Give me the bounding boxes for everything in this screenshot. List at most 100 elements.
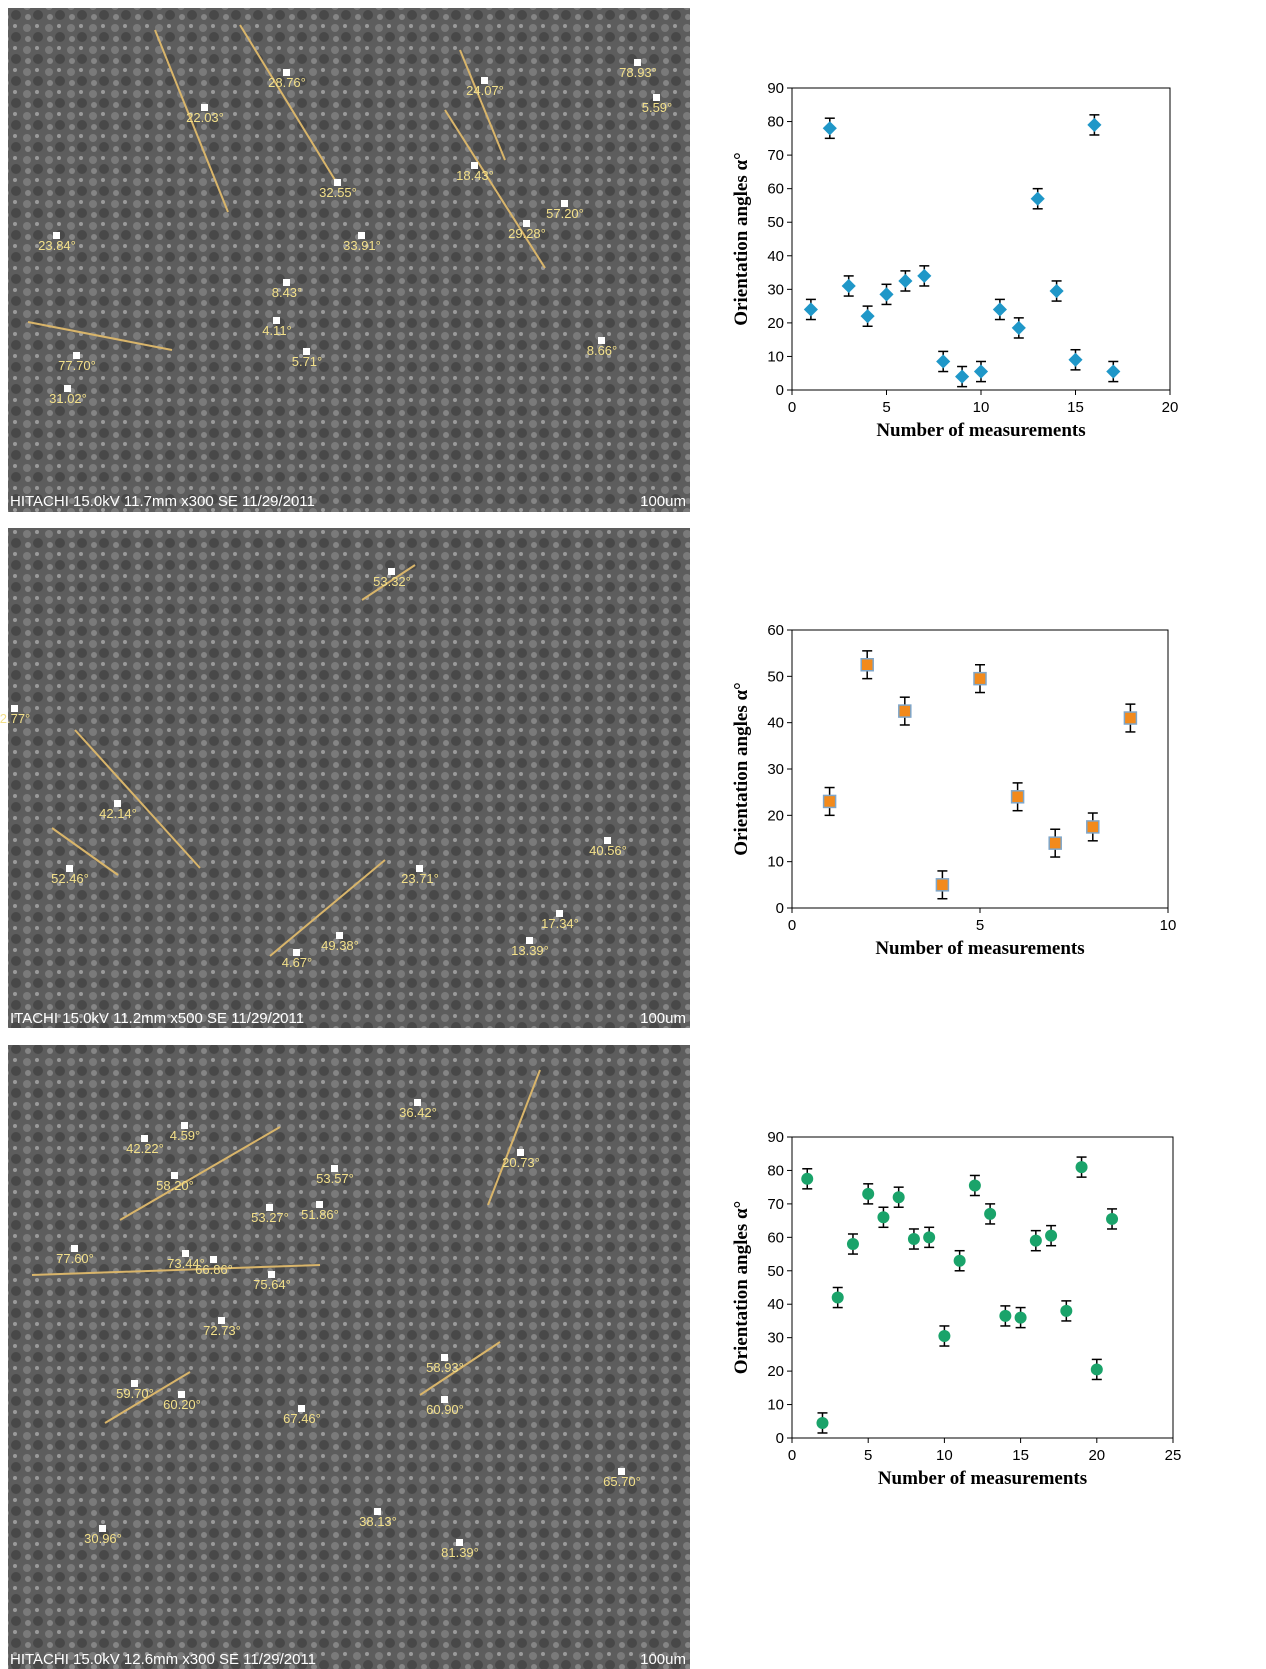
point [877,1211,889,1223]
point [801,1173,813,1185]
point [999,1310,1011,1322]
y-tick-label: 0 [776,382,784,399]
angle-label: 22.03° [186,110,224,125]
point [1045,1230,1057,1242]
point [1124,712,1136,724]
x-tick-label: 5 [976,917,984,934]
y-tick-label: 30 [767,1330,784,1347]
y-tick-label: 20 [767,1363,784,1380]
angle-label: 40.56° [589,843,627,858]
angle-label: 5.59° [642,100,673,115]
angle-label: 75.64° [253,1277,291,1292]
y-tick-label: 30 [767,761,784,778]
y-axis-label: Orientation angles α° [731,1201,752,1374]
angle-label: 59.70° [116,1386,154,1401]
image-footer: ITACHI 15.0kV 11.2mm x500 SE 11/29/2011 [10,1010,304,1027]
angle-label: 38.13° [359,1514,397,1529]
x-tick-label: 0 [788,1447,796,1464]
x-tick-label: 15 [1012,1447,1029,1464]
angle-label: 32.55° [319,185,357,200]
angle-label: 23.84° [38,238,76,253]
point [1030,1235,1042,1247]
angle-label: 52.46° [51,871,89,886]
point [1049,837,1061,849]
y-tick-label: 50 [767,1263,784,1280]
point [1106,1213,1118,1225]
image-footer: HITACHI 15.0kV 12.6mm x300 SE 11/29/2011 [10,1651,316,1668]
y-tick-label: 40 [767,248,784,265]
y-axis-label: Orientation angles α° [731,152,752,325]
point [984,1208,996,1220]
x-tick-label: 20 [1088,1447,1105,1464]
angle-label: 53.57° [316,1171,354,1186]
angle-label: 4.59° [170,1128,201,1143]
angle-label: 72.73° [203,1323,241,1338]
y-tick-label: 50 [767,668,784,685]
angle-label: 60.20° [163,1397,201,1412]
x-tick-label: 15 [1067,399,1084,416]
angle-label: 8.66° [587,343,618,358]
y-tick-label: 50 [767,214,784,231]
x-tick-label: 25 [1165,1447,1182,1464]
point [923,1231,935,1243]
scale-label: 100um [640,1010,686,1027]
point [938,1330,950,1342]
y-tick-label: 20 [767,315,784,332]
y-tick-label: 10 [767,348,784,365]
point [899,705,911,717]
point [936,879,948,891]
angle-label: 33.91° [343,238,381,253]
angle-label: 81.39° [441,1545,479,1560]
x-axis-label: Number of measurements [876,420,1085,441]
y-axis-label: Orientation angles α° [731,682,752,855]
angle-label: 58.20° [156,1178,194,1193]
point [954,1255,966,1267]
angle-label: 53.27° [251,1210,289,1225]
sem-image [8,528,690,1028]
angle-label: 24.07° [466,83,504,98]
angle-label: 8.43° [272,285,303,300]
x-tick-label: 5 [882,399,890,416]
y-tick-label: 70 [767,147,784,164]
x-axis-label: Number of measurements [875,938,1084,959]
angle-label: 42.22° [126,1141,164,1156]
point [824,795,836,807]
angle-label: 30.96° [84,1531,122,1546]
angle-label: 49.38° [321,938,359,953]
point [893,1191,905,1203]
angle-label: 18.43° [456,168,494,183]
angle-label: 31.02° [49,391,87,406]
sem-image [8,1045,690,1669]
scale-label: 100um [640,1651,686,1668]
x-tick-label: 10 [936,1447,953,1464]
point [1012,791,1024,803]
x-axis-label: Number of measurements [878,1468,1087,1489]
plot-area [792,88,1170,390]
angle-label: 53.32° [373,574,411,589]
y-tick-label: 70 [767,1196,784,1213]
angle-label: 77.70° [58,358,96,373]
angle-label: 77.60° [56,1251,94,1266]
angle-label: 2.77° [0,711,30,726]
x-tick-label: 20 [1162,399,1179,416]
point [816,1417,828,1429]
angle-label: 4.67° [282,955,313,970]
y-tick-label: 10 [767,854,784,871]
point [1091,1363,1103,1375]
image-footer: HITACHI 15.0kV 11.7mm x300 SE 11/29/2011 [10,493,315,510]
y-tick-label: 20 [767,807,784,824]
x-tick-label: 0 [788,917,796,934]
y-tick-label: 60 [767,1229,784,1246]
point [847,1238,859,1250]
angle-label: 36.42° [399,1105,437,1120]
point [1060,1305,1072,1317]
y-tick-label: 40 [767,715,784,732]
x-tick-label: 0 [788,399,796,416]
angle-label: 28.76° [268,75,306,90]
x-tick-label: 10 [1160,917,1177,934]
point [969,1179,981,1191]
x-tick-label: 5 [864,1447,872,1464]
angle-label: 66.86° [195,1262,233,1277]
angle-label: 13.39° [511,943,549,958]
point [1015,1312,1027,1324]
